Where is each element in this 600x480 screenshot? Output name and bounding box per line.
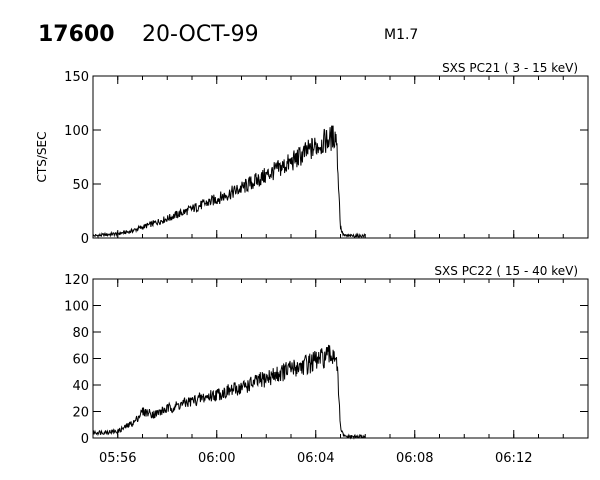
axis-ticks: 0 20 40 60 80 100 120 05:56 06:00 06:04 06:08 06:12 bbox=[64, 273, 589, 466]
plot-frame bbox=[92, 75, 589, 239]
x-tick-label: 06:04 bbox=[297, 451, 334, 466]
x-tick-label: 06:08 bbox=[396, 451, 433, 466]
y-tick-label: 80 bbox=[72, 326, 89, 341]
event-date: 20-OCT-99 bbox=[142, 22, 259, 47]
x-tick-label: 05:56 bbox=[99, 451, 136, 466]
y-tick-label: 0 bbox=[81, 232, 89, 247]
panel-title: SXS PC22 ( 15 - 40 keV) bbox=[434, 264, 578, 278]
data-line bbox=[92, 344, 366, 440]
plot-frame bbox=[92, 278, 589, 439]
y-tick-label: 50 bbox=[72, 178, 89, 193]
x-tick-label: 06:12 bbox=[495, 451, 532, 466]
y-tick-label: 20 bbox=[72, 406, 89, 421]
y-axis-label: CTS/SEC bbox=[35, 132, 49, 183]
y-tick-label: 100 bbox=[64, 300, 89, 315]
y-tick-label: 150 bbox=[64, 70, 89, 85]
y-tick-label: 40 bbox=[72, 379, 89, 394]
event-number: 17600 bbox=[38, 22, 115, 47]
y-tick-label: 100 bbox=[64, 124, 89, 139]
y-tick-label: 0 bbox=[81, 432, 89, 447]
axis-ticks: 0 50 100 150 bbox=[64, 70, 589, 247]
y-tick-label: 60 bbox=[72, 353, 89, 368]
panel-title: SXS PC21 ( 3 - 15 keV) bbox=[442, 61, 578, 75]
x-tick-label: 06:00 bbox=[198, 451, 235, 466]
data-line bbox=[92, 125, 366, 239]
y-tick-label: 120 bbox=[64, 273, 89, 288]
panel-pc21: SXS PC21 ( 3 - 15 keV) CTS/SEC 0 50 100 150 bbox=[35, 61, 589, 247]
panel-pc22: SXS PC22 ( 15 - 40 keV) 0204060801001200… bbox=[64, 264, 589, 466]
flare-class: M1.7 bbox=[384, 27, 418, 43]
